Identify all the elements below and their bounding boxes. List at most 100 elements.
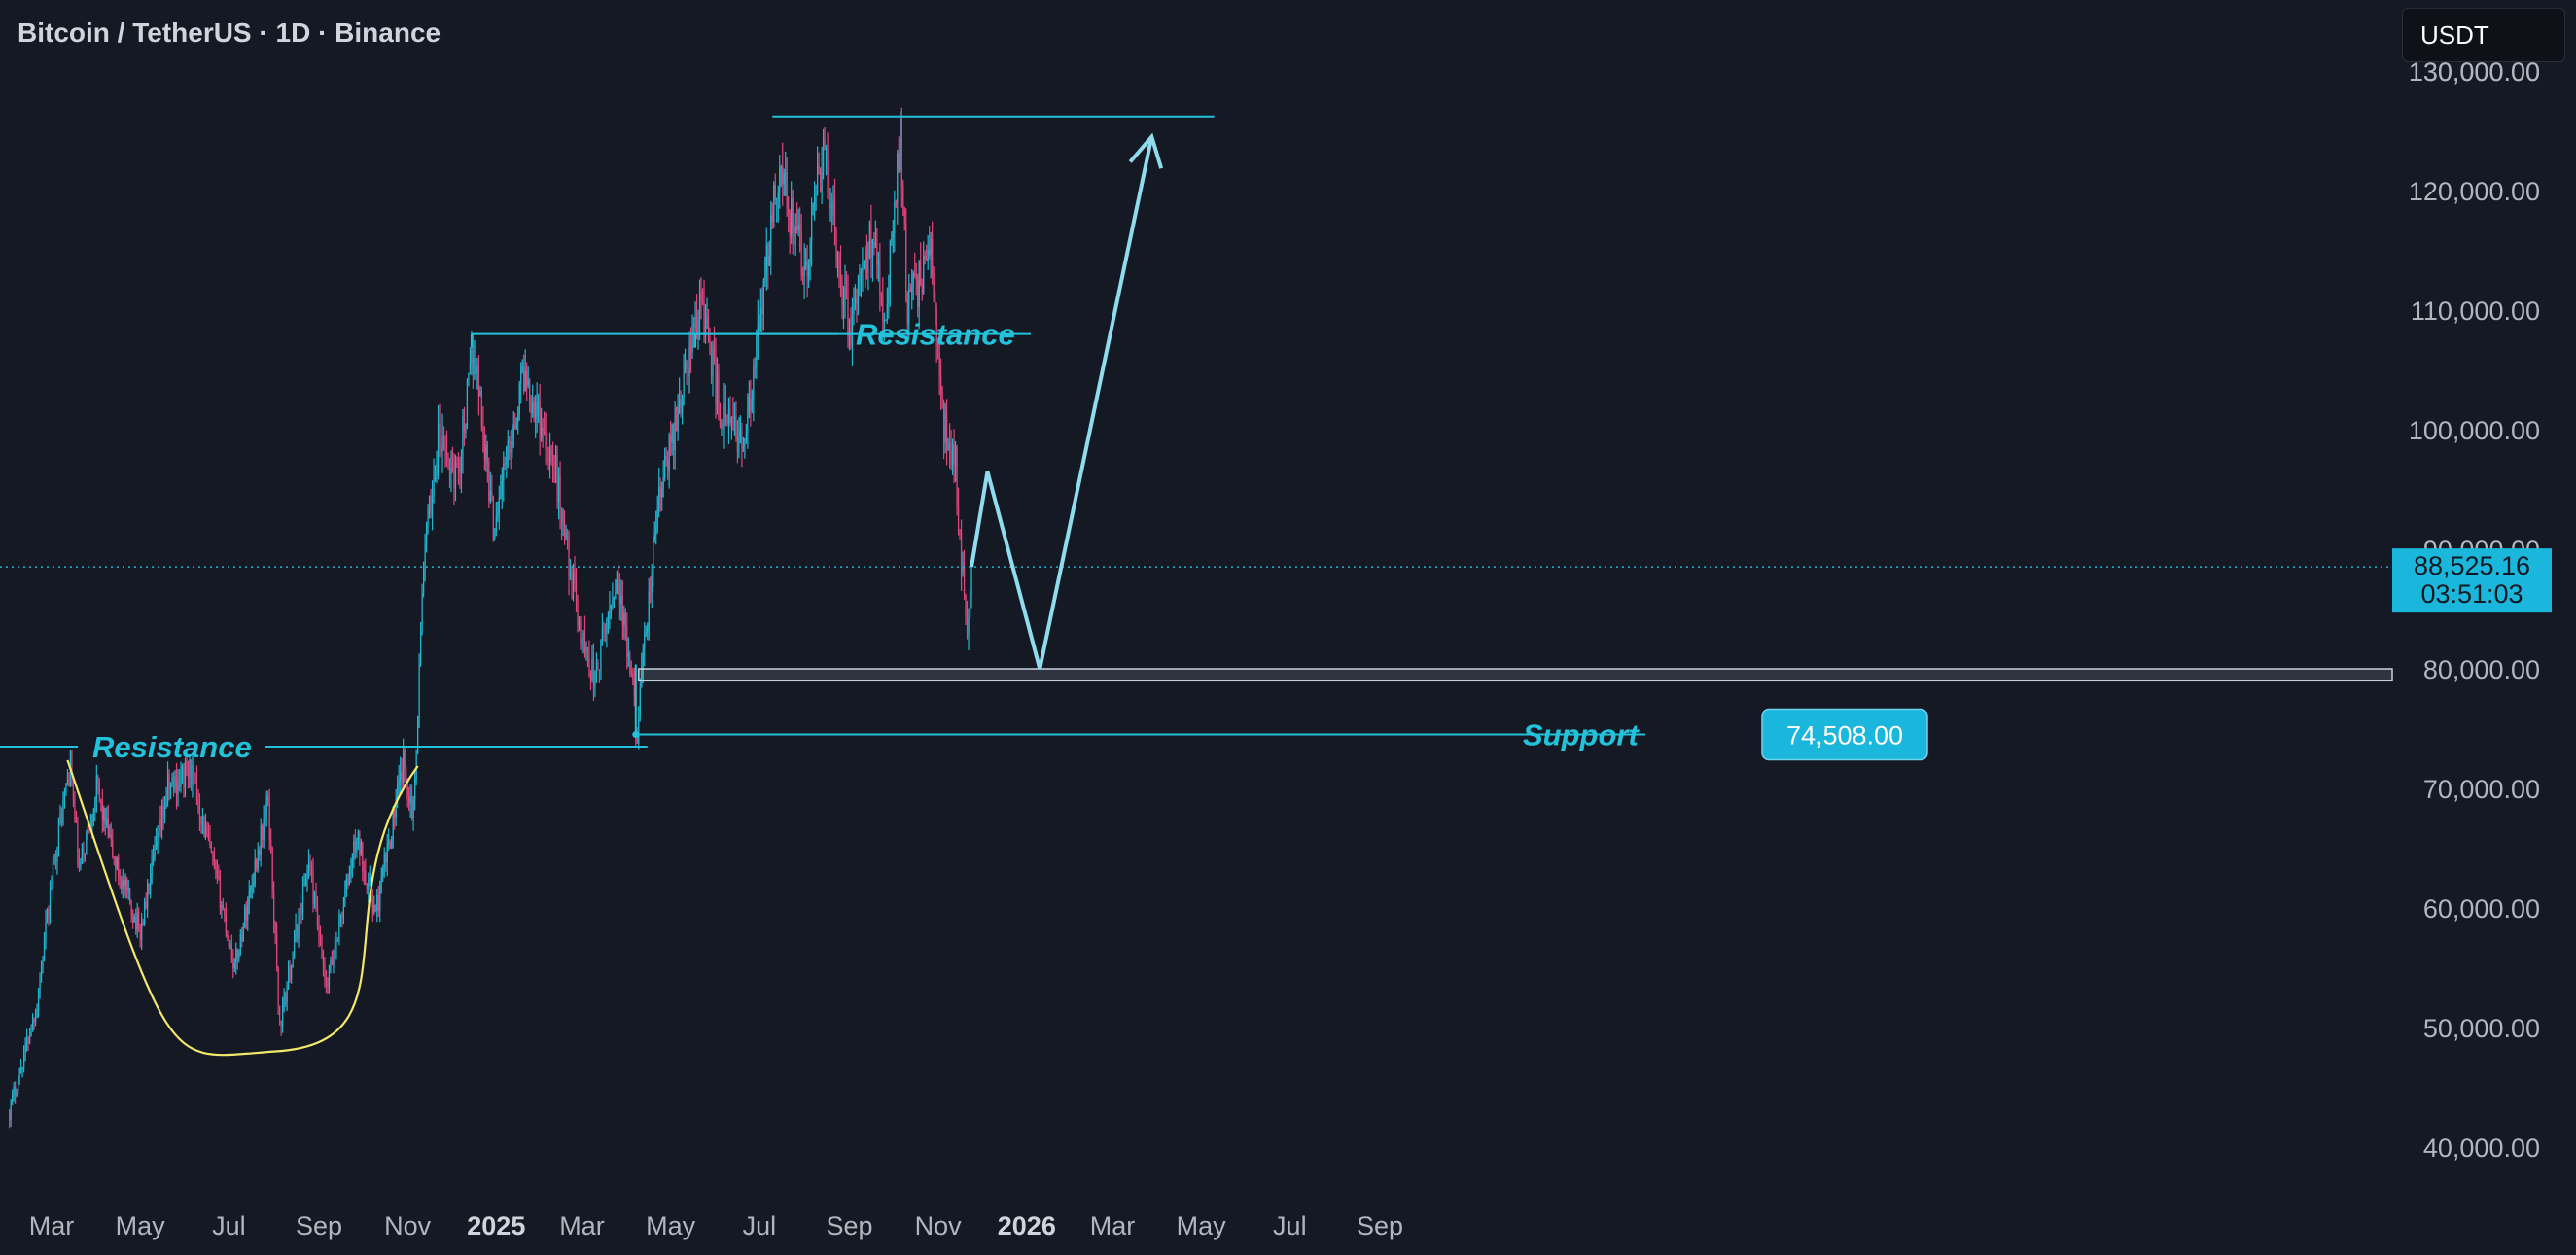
candle: [233, 958, 235, 973]
candle: [215, 859, 217, 880]
candle-body: [718, 373, 720, 419]
candle-body: [770, 215, 772, 256]
candle: [230, 934, 232, 963]
candle-body: [914, 273, 916, 275]
y-tick-label: 60,000.00: [2423, 894, 2540, 924]
candle: [113, 856, 115, 866]
candle: [362, 841, 364, 882]
candle: [953, 429, 955, 484]
candle: [95, 764, 97, 813]
candle-body: [788, 208, 790, 215]
candle-body: [313, 892, 316, 905]
candle-body: [156, 841, 158, 848]
candle-body: [664, 455, 666, 478]
candle-body: [492, 495, 494, 540]
candle-body: [222, 905, 224, 909]
y-tick-label: 80,000.00: [2423, 655, 2540, 684]
candle: [178, 768, 181, 792]
candle: [460, 449, 463, 494]
candle: [341, 911, 343, 928]
x-tick-label: Jul: [1273, 1211, 1307, 1240]
candle: [943, 399, 945, 460]
candle: [704, 304, 707, 344]
candle: [885, 319, 887, 322]
candle: [189, 753, 191, 789]
candle: [788, 196, 790, 233]
candle-body: [530, 403, 532, 414]
candle: [253, 872, 255, 894]
candle: [498, 485, 500, 530]
candle: [421, 583, 423, 636]
candle-body: [183, 766, 185, 788]
candle-body: [18, 1067, 20, 1077]
candle: [504, 456, 506, 471]
candle-body: [483, 432, 485, 460]
candle-body: [821, 172, 823, 193]
candle: [450, 450, 452, 493]
candle-body: [889, 240, 891, 295]
candle-body: [577, 600, 579, 625]
candle: [469, 347, 472, 375]
candle-body: [206, 825, 208, 835]
candle: [626, 612, 628, 670]
candle: [216, 859, 218, 884]
candle-body: [33, 1017, 35, 1024]
candle: [937, 337, 939, 360]
candle: [949, 423, 951, 469]
candle-body: [406, 785, 408, 797]
candle-body: [597, 662, 599, 670]
candle: [800, 213, 802, 281]
candle: [738, 417, 740, 459]
currency-button[interactable]: USDT: [2402, 8, 2565, 62]
candle: [668, 432, 670, 489]
candle: [733, 402, 736, 436]
candle-body: [571, 573, 573, 583]
candle: [762, 278, 764, 331]
x-tick-label: Jul: [743, 1211, 777, 1240]
candle: [865, 234, 868, 280]
candle-body: [507, 440, 509, 447]
candle: [68, 772, 70, 787]
candle-body: [762, 280, 764, 315]
candle: [797, 208, 799, 237]
candle: [545, 412, 547, 466]
candle-body: [627, 653, 629, 657]
candle-body: [445, 450, 448, 460]
candle-body: [688, 339, 690, 377]
candle-body: [771, 215, 773, 223]
candle: [532, 384, 534, 418]
candle-body: [344, 889, 346, 907]
candle-body: [677, 406, 679, 432]
candle: [78, 848, 80, 873]
candle-body: [430, 496, 432, 515]
candle: [148, 883, 150, 895]
candle-body: [629, 653, 631, 673]
candle-body: [710, 353, 713, 377]
candle-body: [40, 966, 43, 982]
candle: [365, 858, 367, 886]
candle: [112, 828, 114, 859]
candle-body: [77, 822, 79, 861]
candle: [260, 818, 262, 867]
candle: [408, 786, 410, 812]
candle-body: [189, 759, 191, 778]
candle: [898, 136, 900, 174]
candle-body: [184, 761, 187, 788]
candle-body: [739, 430, 741, 437]
candle-body: [780, 166, 782, 168]
candle-body: [566, 533, 569, 535]
candle-body: [610, 605, 612, 609]
candle-body: [181, 766, 184, 771]
candle-body: [568, 533, 570, 577]
candle-body: [607, 619, 609, 621]
candle: [719, 402, 722, 429]
candle: [288, 960, 290, 990]
candle: [418, 653, 420, 729]
candle: [578, 616, 581, 632]
candle-body: [615, 592, 617, 598]
candle-body: [328, 970, 331, 988]
candle: [862, 247, 864, 292]
candle-body: [676, 407, 678, 432]
candle: [388, 828, 390, 852]
